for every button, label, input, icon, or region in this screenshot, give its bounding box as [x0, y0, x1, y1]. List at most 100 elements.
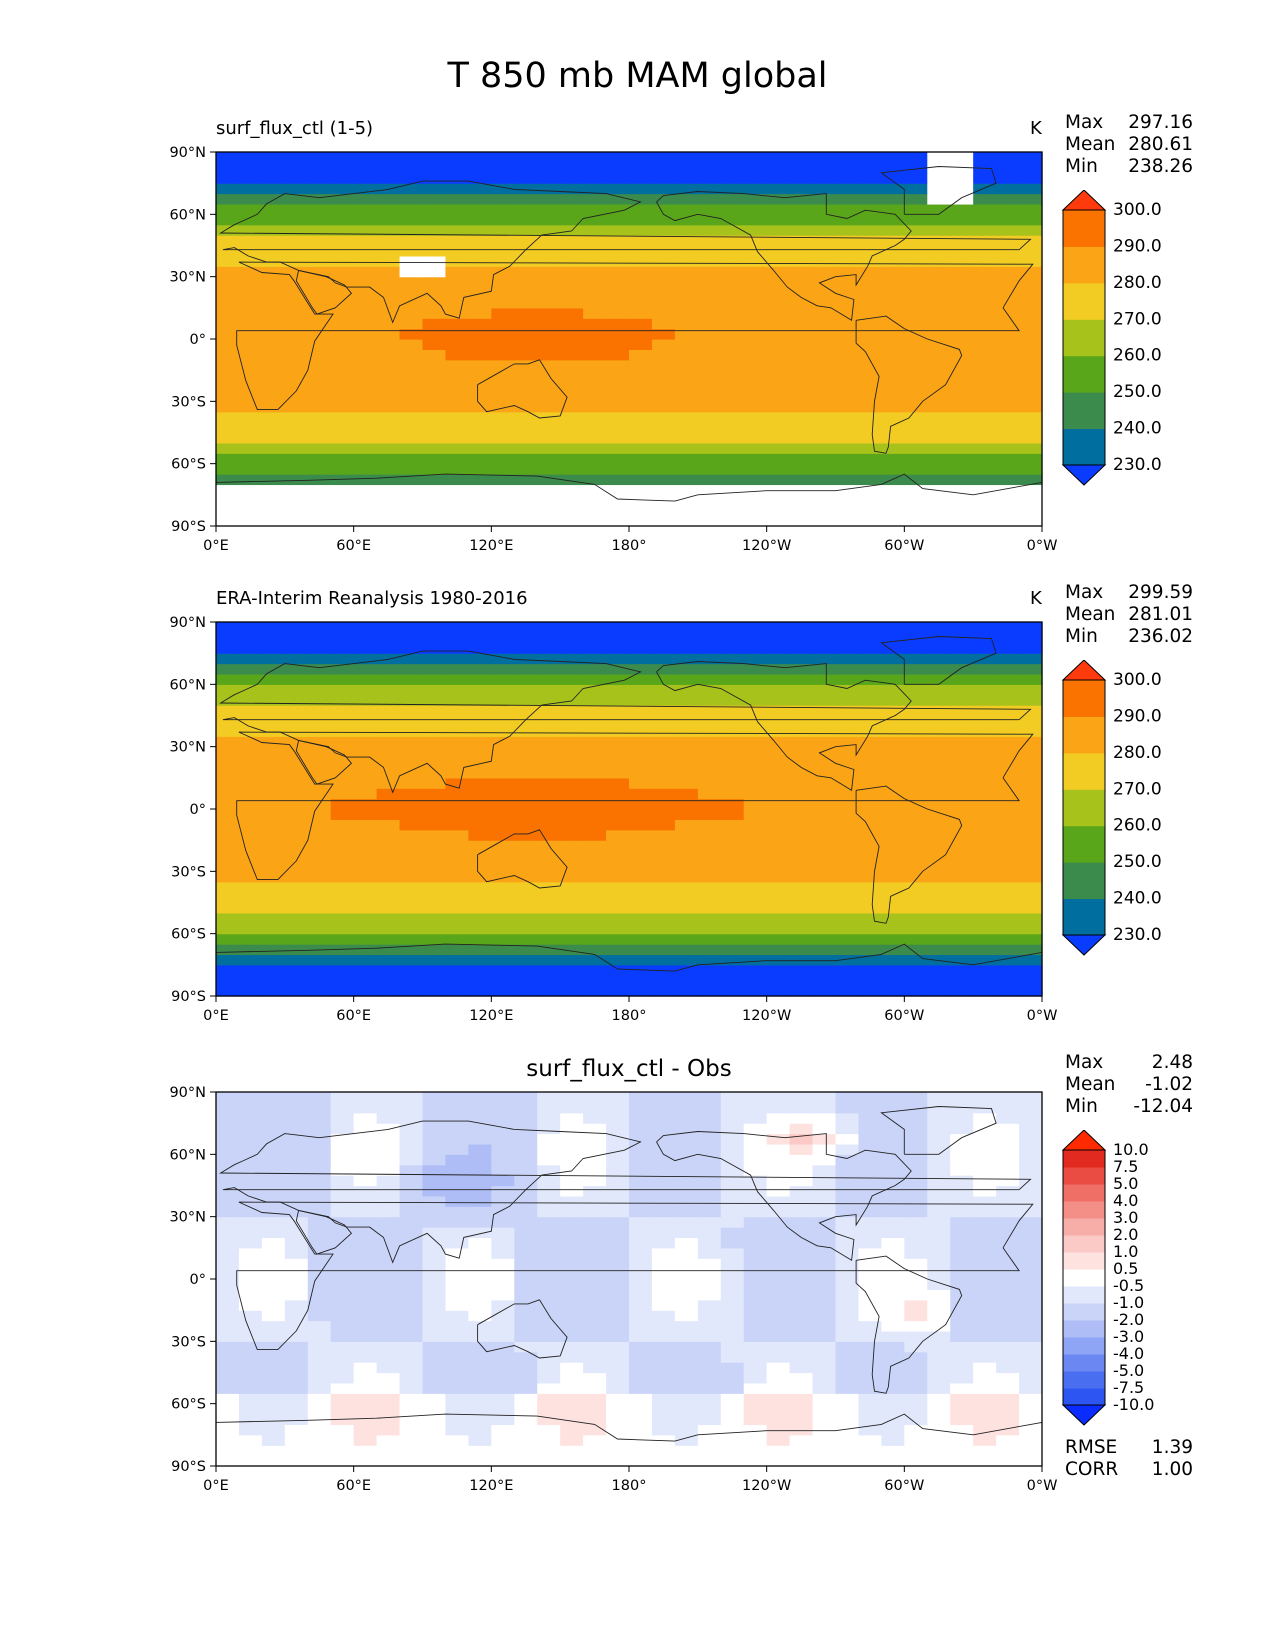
field-cell: [904, 152, 928, 163]
field-cell: [674, 1330, 699, 1342]
field-cell: [950, 349, 974, 361]
field-cell: [330, 1258, 355, 1270]
field-cell: [697, 432, 722, 444]
field-cell: [399, 474, 424, 486]
field-cell: [216, 297, 240, 309]
field-cell: [720, 767, 745, 779]
field-cell: [881, 297, 905, 309]
field-cell: [399, 152, 424, 163]
field-cell: [422, 266, 447, 278]
field-cell: [330, 777, 355, 789]
field-cell: [422, 1434, 447, 1446]
field-cell: [216, 892, 240, 904]
field-cell: [743, 944, 768, 956]
field-cell: [789, 1154, 814, 1166]
field-cell: [583, 1455, 607, 1467]
field-cell: [720, 663, 745, 675]
field-cell: [468, 1143, 492, 1155]
field-cell: [376, 494, 401, 506]
field-cell: [284, 767, 309, 779]
x-tick-label: 120°W: [742, 1478, 791, 1494]
field-cell: [606, 1403, 630, 1415]
field-cell: [422, 255, 447, 267]
field-cell: [514, 829, 538, 841]
field-cell: [284, 1445, 309, 1457]
field-cell: [973, 819, 997, 831]
field-cell: [537, 432, 561, 444]
field-cell: [376, 736, 401, 748]
field-cell: [835, 390, 860, 402]
field-cell: [399, 1123, 424, 1135]
field-cell: [629, 642, 653, 654]
field-cell: [468, 642, 492, 654]
field-cell: [238, 214, 263, 226]
field-cell: [629, 287, 653, 299]
field-cell: [904, 224, 928, 236]
field-cell: [674, 484, 699, 496]
field-cell: [973, 1195, 997, 1207]
field-cell: [651, 1279, 676, 1290]
field-cell: [307, 923, 332, 935]
field-cell: [973, 954, 997, 966]
field-cell: [216, 162, 240, 174]
field-cell: [560, 1227, 584, 1239]
field-cell: [973, 390, 997, 402]
field-cell: [330, 715, 355, 727]
field-cell: [468, 1382, 492, 1394]
field-cell: [376, 328, 401, 340]
field-cell: [238, 1185, 263, 1197]
field-cell: [491, 1268, 515, 1280]
field-cell: [789, 653, 814, 665]
field-cell: [422, 725, 447, 737]
field-cell: [927, 1133, 951, 1145]
field-cell: [491, 307, 515, 319]
field-cell: [766, 245, 791, 257]
field-cell: [238, 1247, 263, 1259]
field-cell: [330, 1185, 355, 1197]
field-cell: [261, 152, 286, 163]
field-cell: [216, 474, 240, 486]
field-cell: [835, 1206, 860, 1218]
field-cell: [353, 1258, 378, 1270]
field-cell: [216, 463, 240, 475]
field-cell: [560, 505, 584, 517]
field-cell: [835, 1424, 860, 1436]
field-cell: [789, 798, 814, 810]
field-cell: [904, 1133, 928, 1145]
field-cell: [651, 1164, 676, 1176]
field-cell: [583, 1299, 607, 1311]
field-cell: [261, 1216, 286, 1228]
field-cell: [674, 642, 699, 654]
field-cell: [812, 1237, 837, 1249]
field-cell: [1019, 390, 1043, 402]
field-cell: [445, 422, 469, 434]
field-cell: [583, 1330, 607, 1342]
field-cell: [330, 307, 355, 319]
field-cell: [789, 401, 814, 413]
field-cell: [720, 694, 745, 706]
field-cell: [858, 1310, 882, 1322]
field-cell: [651, 777, 676, 789]
field-cell: [376, 985, 401, 997]
field-cell: [927, 297, 951, 309]
field-cell: [422, 1289, 447, 1301]
field-cell: [216, 694, 240, 706]
field-cell: [238, 757, 263, 769]
field-cell: [514, 1279, 538, 1290]
field-cell: [583, 359, 607, 371]
field-cell: [835, 214, 860, 226]
field-cell: [835, 684, 860, 696]
field-cell: [330, 172, 355, 184]
field-cell: [307, 642, 332, 654]
field-cell: [697, 1341, 722, 1353]
field-cell: [835, 442, 860, 454]
field-cell: [1019, 798, 1043, 810]
field-cell: [812, 1445, 837, 1457]
field-cell: [950, 819, 974, 831]
field-cell: [284, 1268, 309, 1280]
field-cell: [1019, 422, 1043, 434]
field-cell: [629, 1362, 653, 1374]
field-cell: [537, 632, 561, 644]
field-cell: [629, 923, 653, 935]
field-cell: [904, 401, 928, 413]
